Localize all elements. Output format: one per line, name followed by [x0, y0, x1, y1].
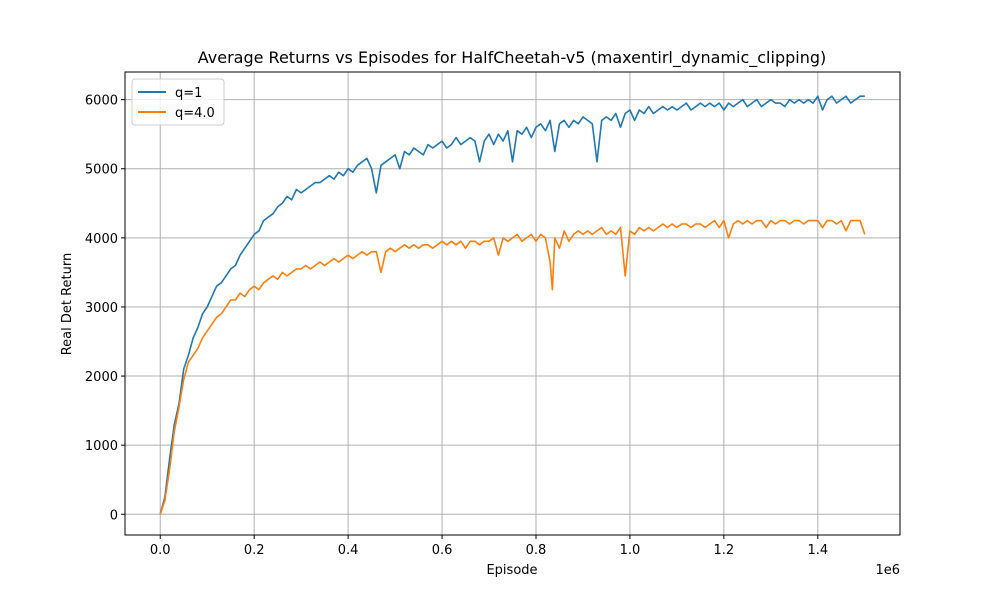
- x-tick-label: 0.8: [526, 543, 547, 558]
- series-line-q-4-0: [159, 219, 866, 515]
- x-tick-label: 0.4: [338, 543, 359, 558]
- legend-label-q4: q=4.0: [175, 106, 215, 121]
- x-tick-label: 0.6: [432, 543, 453, 558]
- y-tick-label: 1000: [85, 439, 118, 454]
- x-tick-label: 0.0: [150, 543, 171, 558]
- y-tick-label: 4000: [85, 232, 118, 247]
- legend-box: [131, 78, 225, 126]
- legend-label-q1: q=1: [175, 86, 202, 101]
- series-layer: [159, 95, 866, 515]
- x-axis-offset-label: 1e6: [875, 563, 900, 578]
- y-axis: 0 1000 2000 3000 4000 5000 6000: [85, 94, 125, 523]
- grid-lines: [125, 72, 900, 535]
- x-axis-label: Episode: [486, 563, 537, 578]
- x-tick-label: 0.2: [244, 543, 265, 558]
- x-tick-label: 1.4: [807, 543, 828, 558]
- legend: q=1 q=4.0: [131, 78, 225, 126]
- y-tick-label: 2000: [85, 370, 118, 385]
- x-tick-label: 1.0: [620, 543, 641, 558]
- y-tick-label: 3000: [85, 301, 118, 316]
- y-axis-label: Real Det Return: [60, 253, 75, 356]
- chart-title: Average Returns vs Episodes for HalfChee…: [198, 48, 826, 68]
- y-tick-label: 0: [110, 508, 118, 523]
- x-axis: 0.0 0.2 0.4 0.6 0.8 1.0 1.2 1.4: [150, 535, 828, 558]
- series-line-q-1: [159, 95, 865, 515]
- y-tick-label: 6000: [85, 94, 118, 109]
- x-tick-label: 1.2: [714, 543, 735, 558]
- y-tick-label: 5000: [85, 163, 118, 178]
- plot-frame: [124, 71, 901, 536]
